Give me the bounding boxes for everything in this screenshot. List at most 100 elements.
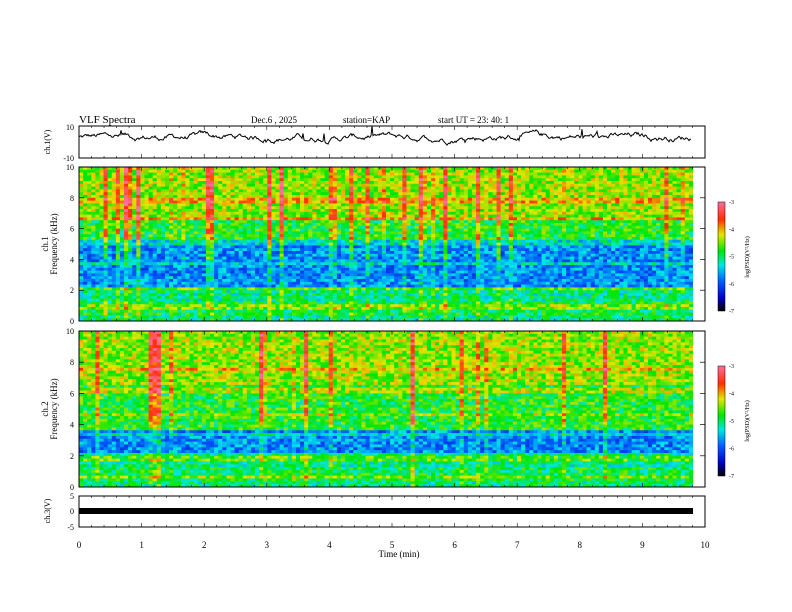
spectrogram-cell <box>332 186 338 190</box>
spectrogram-cell <box>619 175 624 179</box>
spectrogram-cell <box>148 172 154 176</box>
spectrogram-cell <box>336 197 342 201</box>
spectrogram-cell <box>557 206 563 210</box>
spectrogram-cell <box>324 217 330 221</box>
spectrogram-cell <box>533 203 538 207</box>
spectrogram-cell <box>471 181 477 185</box>
spectrogram-cell <box>83 200 88 204</box>
spectrogram-cell <box>255 206 260 210</box>
spectrogram-cell <box>152 214 158 218</box>
spectrogram-cell <box>197 169 203 173</box>
spectrogram-cell <box>504 195 510 199</box>
spectrogram-cell <box>169 225 174 229</box>
spectrogram-cell <box>275 178 280 182</box>
spectrogram-cell <box>353 256 358 260</box>
spectrogram-cell <box>463 178 469 182</box>
spectrogram-cell <box>336 172 342 176</box>
spectrogram-cell <box>602 223 608 227</box>
spectrogram-cell <box>451 189 456 193</box>
spectrogram-cell <box>635 169 641 173</box>
spectrogram-cell <box>201 189 207 193</box>
spectrogram-cell <box>275 228 280 232</box>
spectrogram-cell <box>287 167 293 171</box>
spectrogram-cell <box>443 203 448 207</box>
spectrogram-cell <box>451 242 456 246</box>
spectrogram-cell <box>369 195 375 199</box>
spectrogram-cell <box>332 242 338 246</box>
spectrogram-cell <box>635 220 641 224</box>
spectrogram-cell <box>521 169 526 173</box>
spectrogram-cell <box>369 186 375 190</box>
spectrogram-cell <box>295 220 301 224</box>
spectrogram-cell <box>124 197 129 201</box>
spectrogram-cell <box>598 167 604 171</box>
spectrogram-cell <box>639 223 645 227</box>
spectrogram-cell <box>422 234 428 238</box>
spectrogram-cell <box>688 231 694 235</box>
spectrogram-cell <box>83 192 88 196</box>
spectrogram-cell <box>508 206 514 210</box>
spectrogram-cell <box>160 169 166 173</box>
spectrogram-cell <box>476 242 481 246</box>
spectrogram-cell <box>312 195 317 199</box>
spectrogram-cell <box>611 169 616 173</box>
spectrogram-cell <box>480 225 485 229</box>
spectrogram-cell <box>340 211 346 215</box>
spectrogram-cell <box>463 175 469 179</box>
spectrogram-cell <box>582 183 587 187</box>
spectrogram-cell <box>136 189 141 193</box>
spectrogram-cell <box>107 234 113 238</box>
spectrogram-cell <box>631 200 637 204</box>
spectrogram-cell <box>349 195 354 199</box>
spectrogram-cell <box>353 203 358 207</box>
spectrogram-cell <box>238 225 244 229</box>
spectrogram-cell <box>320 175 325 179</box>
spectrogram-cell <box>148 178 154 182</box>
spectrogram-cell <box>480 228 485 232</box>
spectrogram-cell <box>463 172 469 176</box>
spectrogram-cell <box>451 167 456 171</box>
spectrogram-cell <box>263 167 268 171</box>
spectrogram-cell <box>639 200 645 204</box>
spectrogram-cell <box>304 231 309 235</box>
spectrogram-cell <box>287 209 293 213</box>
spectrogram-cell <box>271 256 276 260</box>
spectrogram-cell <box>381 225 387 229</box>
spectrogram-cell <box>312 206 317 210</box>
spectrogram-cell <box>574 234 579 238</box>
spectrogram-cell <box>95 214 100 218</box>
spectrogram-cell <box>562 175 567 179</box>
spectrogram-cell <box>435 181 440 185</box>
spectrogram-cell <box>594 248 600 252</box>
spectrogram-cell <box>295 253 301 257</box>
spectrogram-cell <box>541 231 547 235</box>
spectrogram-cell <box>218 245 223 249</box>
spectrogram-cell <box>406 231 411 235</box>
spectrogram-cell <box>480 211 485 215</box>
spectrogram-cell <box>214 167 219 171</box>
spectrogram-cell <box>144 206 149 210</box>
spectrogram-cell <box>156 237 162 241</box>
spectrogram-cell <box>467 183 473 187</box>
spectrogram-cell <box>607 245 612 249</box>
spectrogram-cell <box>512 181 518 185</box>
spectrogram-cell <box>652 200 657 204</box>
spectrogram-cell <box>656 169 661 173</box>
spectrogram-cell <box>136 175 141 179</box>
spectrogram-cell <box>238 253 244 257</box>
spectrogram-cell <box>410 231 416 235</box>
spectrogram-cell <box>607 211 612 215</box>
spectrogram-cell <box>602 251 608 255</box>
spectrogram-cell <box>242 217 248 221</box>
spectrogram-cell <box>160 192 166 196</box>
spectrogram-cell <box>386 228 391 232</box>
spectrogram-cell <box>623 178 628 182</box>
spectrogram-cell <box>459 167 465 171</box>
spectrogram-cell <box>439 169 444 173</box>
spectrogram-cell <box>181 245 186 249</box>
spectrogram-cell <box>516 181 522 185</box>
spectrogram-cell <box>386 209 391 213</box>
spectrogram-cell <box>615 181 620 185</box>
spectrogram-cell <box>492 228 497 232</box>
spectrogram-cell <box>455 172 461 176</box>
